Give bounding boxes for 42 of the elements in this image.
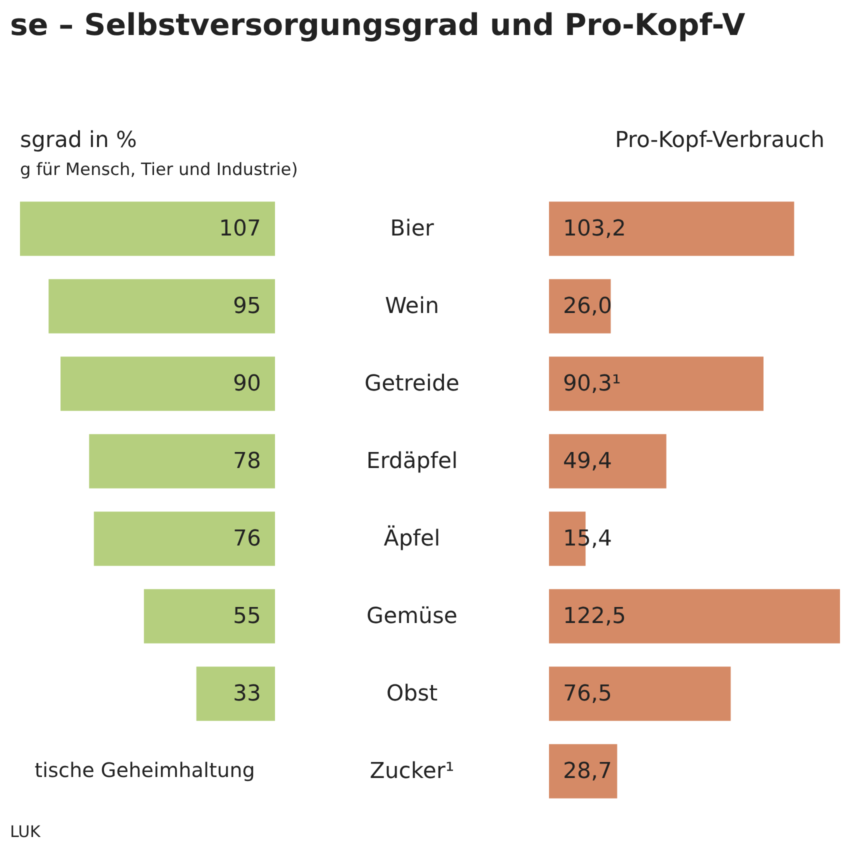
text: LUK	[10, 822, 40, 841]
text: se – Selbstversorgungsgrad und Pro-Kopf-V	[10, 8, 746, 43]
bar	[94, 512, 275, 566]
y-tick-label: Äpfel	[384, 524, 440, 552]
data-label: 122,5	[563, 604, 626, 629]
data-label: 107	[219, 216, 261, 242]
y-tick-label: Erdäpfel	[366, 448, 458, 474]
x-axis-title: sgrad in %	[20, 128, 137, 153]
data-label: 49,4	[563, 448, 612, 474]
data-label: 95	[233, 294, 261, 319]
bar	[196, 666, 275, 721]
bar	[549, 279, 611, 334]
y-tick-label: Bier	[390, 216, 435, 242]
y-tick-label: Obst	[386, 681, 438, 706]
data-label: 90	[233, 371, 261, 396]
bar	[549, 589, 840, 644]
data-label: 90,3¹	[563, 371, 621, 396]
bar	[20, 202, 275, 256]
bar	[48, 279, 275, 334]
bar	[549, 434, 666, 488]
data-label: 103,2	[563, 216, 626, 242]
chart-subtitle: g für Mensch, Tier und Industrie)	[20, 160, 298, 180]
bar	[549, 744, 618, 798]
bar	[549, 356, 764, 411]
bar	[549, 202, 794, 256]
bar	[549, 666, 731, 721]
y-tick-label: Wein	[384, 294, 440, 319]
data-label: 76	[233, 526, 261, 552]
bar	[89, 434, 275, 488]
data-label: 76,5	[563, 681, 612, 706]
data-label: 33	[233, 681, 261, 706]
annotation: tische Geheimhaltung	[34, 758, 255, 782]
bar	[144, 589, 275, 644]
data-label: 26,0	[563, 294, 612, 319]
y-tick-label: Getreide	[364, 371, 460, 396]
data-label: 55	[233, 604, 261, 629]
data-label: 78	[233, 448, 261, 474]
bar	[60, 356, 275, 411]
y-tick-label: Zucker¹	[370, 758, 454, 784]
data-label: 28,7	[563, 758, 612, 784]
y-tick-label: Gemüse	[366, 604, 458, 629]
x-axis-title: Pro-Kopf-Verbrauch	[615, 128, 825, 153]
